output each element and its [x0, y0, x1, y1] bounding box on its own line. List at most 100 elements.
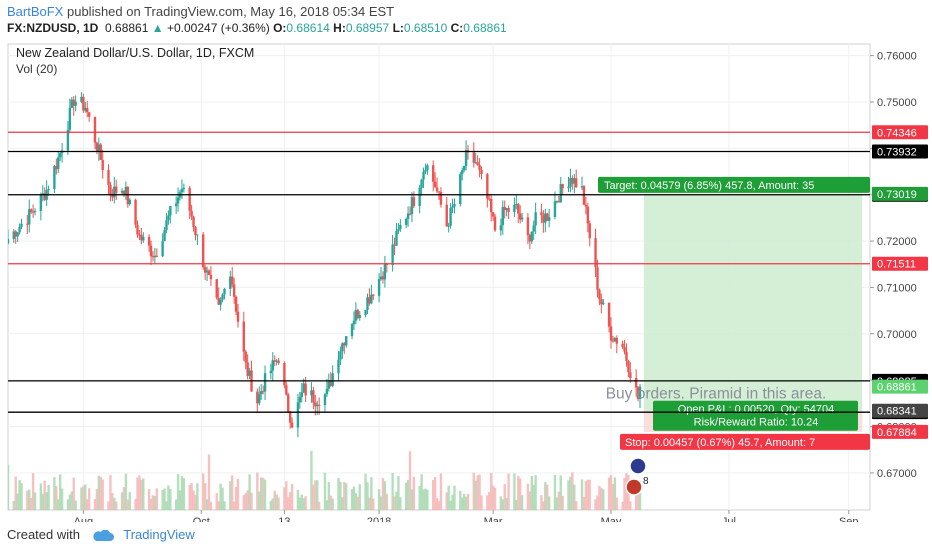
candle [107, 170, 110, 185]
volume-bar [14, 476, 17, 510]
price-axis-label: 0.67884 [877, 427, 917, 439]
candle [277, 360, 280, 364]
candle [505, 208, 508, 211]
candle [128, 199, 131, 205]
volume-bar [271, 498, 274, 510]
target-zone[interactable] [643, 193, 863, 411]
volume-bar [298, 497, 302, 510]
volume-bar [53, 477, 56, 510]
volume-bar [575, 501, 578, 510]
volume-bar [167, 485, 170, 510]
candle [41, 193, 44, 195]
volume-bar [190, 483, 193, 510]
candle [217, 297, 220, 305]
volume-bar [501, 499, 504, 510]
candle [18, 226, 21, 233]
last-price: 0.68861 [105, 21, 149, 35]
candle [594, 238, 597, 268]
candle [113, 186, 116, 198]
candle [345, 336, 348, 346]
volume-bar [466, 493, 470, 510]
candle [627, 360, 630, 373]
candle [244, 351, 247, 363]
horizontal-levels[interactable] [8, 131, 870, 413]
candle [242, 321, 245, 352]
price-axis-labels: 0.743460.739320.729990.715110.689850.683… [872, 125, 928, 439]
volume-bar [178, 490, 182, 510]
flag-nz-icon[interactable] [629, 457, 647, 475]
candle [337, 359, 340, 374]
volume-bar [613, 477, 617, 510]
volume-legend: Vol (20) [16, 62, 57, 76]
volume-bar [174, 499, 178, 510]
candle [571, 177, 574, 184]
y-tick-label: 0.67000 [877, 468, 917, 480]
stop-label-text: Stop: 0.00457 (0.67%) 45.7, Amount: 7 [625, 437, 815, 449]
price-axis-label-box [872, 256, 928, 271]
volume-bar [180, 475, 184, 510]
low-value: 0.68510 [403, 21, 448, 35]
volume-bar [120, 492, 124, 510]
volume-bar [406, 479, 410, 510]
candle [435, 187, 439, 192]
candle [546, 213, 549, 221]
volume-bar [33, 492, 37, 510]
price-axis-label-box [872, 186, 928, 201]
volume-bar [385, 493, 389, 510]
candle [176, 197, 180, 204]
candle [134, 199, 137, 225]
candle [432, 165, 435, 182]
volume-bar [290, 483, 294, 510]
volume-bar [194, 494, 197, 510]
candle [588, 223, 591, 239]
candle [426, 165, 429, 170]
volume-bar [230, 475, 234, 510]
volume-bar [138, 475, 141, 510]
candle [57, 157, 60, 170]
candle [190, 210, 193, 217]
author-link[interactable]: BartBoFX [7, 4, 64, 19]
volume-bar [625, 473, 628, 510]
pnl-box [653, 400, 858, 431]
candle [567, 186, 570, 189]
candle [99, 144, 102, 160]
candle [480, 169, 483, 175]
buy-orders-annotation[interactable]: Buy orders. Piramid in this area. [606, 385, 827, 402]
volume-bar [397, 476, 400, 510]
open-value: 0.68614 [286, 21, 330, 35]
volume-bar [26, 490, 29, 510]
volume-bar [499, 496, 503, 510]
volume-bar [546, 484, 549, 510]
candle [491, 212, 495, 217]
candle [607, 302, 611, 327]
event-badges[interactable]: 8 [625, 457, 649, 496]
price-chart[interactable]: Target: 0.04579 (6.85%) 457.8, Amount: 3… [0, 36, 932, 522]
x-tick-label: Mar [484, 516, 503, 522]
volume-bar [258, 491, 261, 510]
volume-bar [205, 499, 209, 510]
volume-bar [488, 492, 491, 510]
volume-bar [412, 476, 416, 510]
volume-bar [453, 485, 456, 510]
volume-bar [207, 454, 211, 510]
time-axis[interactable]: Aug Oct 13 2018 Mar May Jul Sep [74, 510, 859, 522]
volume-bar [259, 477, 263, 510]
volume-bar [486, 495, 489, 510]
volume-bar [520, 495, 524, 510]
candle [269, 370, 273, 374]
candle [300, 392, 303, 398]
candle [230, 276, 234, 285]
tradingview-brand-link[interactable]: TradingView [123, 527, 195, 542]
symbol-line: FX:NZDUSD, 1D 0.68861 ▲ +0.00247 (+0.36%… [7, 21, 507, 35]
volume-bar [72, 477, 75, 510]
candle [192, 216, 195, 228]
volume-bar [408, 451, 412, 510]
candle [611, 340, 615, 342]
events-count: 8 [643, 476, 649, 487]
close-value: 0.68861 [463, 21, 507, 35]
candle [420, 179, 423, 188]
flag-us-icon[interactable] [625, 478, 643, 496]
volume-bar [263, 479, 267, 510]
candle [215, 279, 218, 298]
volume-bar [325, 500, 329, 510]
